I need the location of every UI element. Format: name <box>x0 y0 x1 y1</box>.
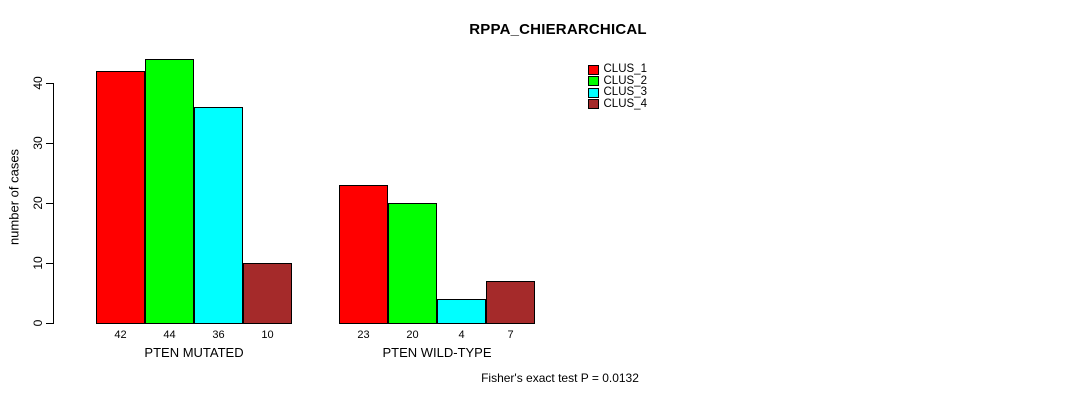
bar-value-label: 7 <box>507 329 514 341</box>
y-tick-label: 20 <box>31 196 45 210</box>
y-tick <box>46 263 53 264</box>
bar-value-label: 10 <box>261 329 274 341</box>
legend-swatch-icon <box>588 64 599 75</box>
y-tick-label: 40 <box>31 76 45 90</box>
legend-swatch-icon <box>588 76 599 87</box>
bar-clus_4-2 <box>486 281 535 324</box>
y-tick-label: 0 <box>31 319 45 327</box>
legend-swatch-icon <box>588 99 599 110</box>
legend-item-clus_2: CLUS_2 <box>588 74 647 88</box>
legend-item-clus_3: CLUS_3 <box>588 86 647 99</box>
bar-clus_4-1 <box>243 263 292 324</box>
bar-clus_2-1 <box>145 59 194 324</box>
legend-item-clus_1: CLUS_1 <box>588 63 647 76</box>
fisher-test-annotation: Fisher's exact test P = 0.0132 <box>481 371 639 385</box>
bar-value-label: 23 <box>357 329 370 341</box>
bar-value-label: 44 <box>163 329 176 341</box>
bar-value-label: 36 <box>212 329 225 341</box>
y-tick <box>46 83 53 84</box>
chart-title: RPPA_CHIERARCHICAL <box>469 21 647 38</box>
bar-clus_1-1 <box>96 71 145 324</box>
bar-value-label: 42 <box>114 329 127 341</box>
legend-label: CLUS_3 <box>603 86 647 98</box>
y-tick-label: 10 <box>31 256 45 270</box>
legend-label: CLUS_4 <box>603 97 647 110</box>
bar-value-label: 4 <box>458 329 465 341</box>
bar-clus_3-1 <box>194 107 243 324</box>
legend: CLUS_1 CLUS_2 CLUS_3 CLUS_4 <box>588 63 647 111</box>
bar-value-label: 20 <box>406 329 419 341</box>
y-tick <box>46 203 53 204</box>
bar-clus_2-2 <box>388 203 437 324</box>
y-tick-label: 30 <box>31 136 45 150</box>
legend-label: CLUS_2 <box>603 74 647 87</box>
bar-clus_3-2 <box>437 299 486 324</box>
y-axis <box>53 83 54 324</box>
legend-item-clus_4: CLUS_4 <box>588 97 647 111</box>
group-label: PTEN WILD-TYPE <box>382 345 492 360</box>
legend-label: CLUS_1 <box>603 63 647 75</box>
y-axis-label: number of cases <box>6 148 22 246</box>
legend-swatch-icon <box>588 87 599 98</box>
y-tick <box>46 323 53 324</box>
group-label: PTEN MUTATED <box>144 345 244 360</box>
y-tick <box>46 143 53 144</box>
bar-clus_1-2 <box>339 185 388 324</box>
